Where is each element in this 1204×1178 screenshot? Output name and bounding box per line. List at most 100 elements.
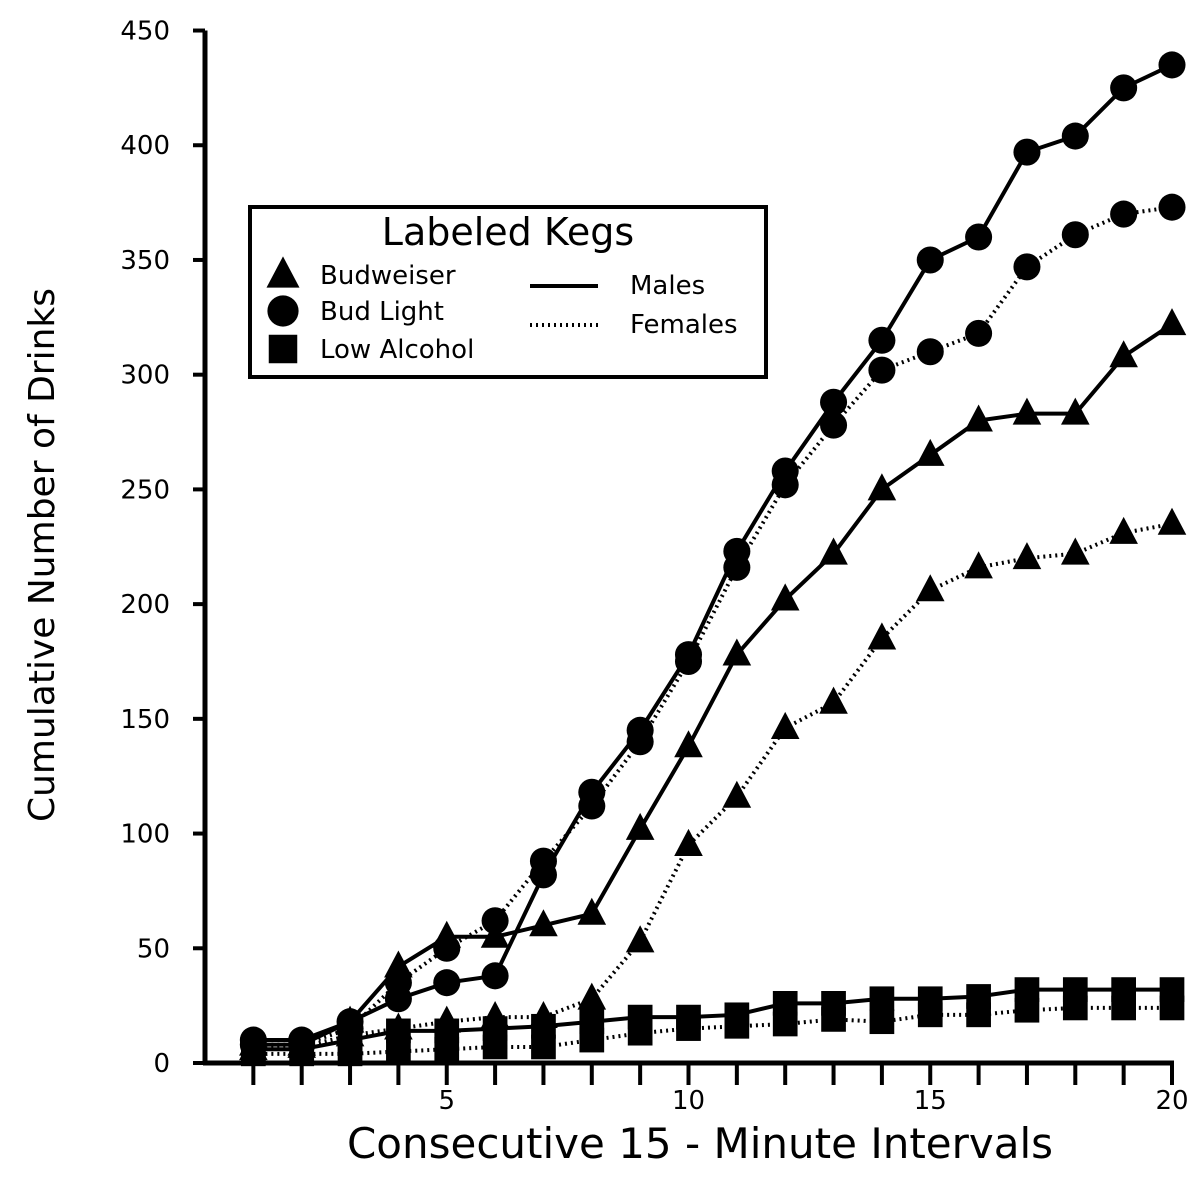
data-point-square <box>1014 997 1040 1023</box>
x-tick-label: 5 <box>438 1086 455 1116</box>
data-point-square <box>482 1016 508 1041</box>
data-point-circle <box>771 457 799 485</box>
data-point-circle <box>1013 253 1041 281</box>
data-point-triangle <box>770 583 800 611</box>
legend-marker-square <box>268 334 298 364</box>
data-point-triangle <box>432 920 462 948</box>
y-tick-label: 0 <box>153 1049 170 1079</box>
data-point-triangle <box>529 909 558 937</box>
data-point-square <box>386 1039 411 1064</box>
data-point-circle <box>820 388 848 416</box>
y-tick-label: 250 <box>120 475 170 505</box>
data-point-triangle <box>674 828 703 856</box>
data-point-triangle <box>722 780 752 808</box>
data-point-square <box>772 990 798 1016</box>
x-axis-label: Consecutive 15 - Minute Intervals <box>347 1119 1053 1168</box>
y-tick-label: 50 <box>137 934 170 964</box>
data-point-circle <box>433 969 461 997</box>
y-tick-label: 200 <box>120 590 170 620</box>
data-point-triangle <box>1061 397 1090 425</box>
data-point-triangle <box>915 574 945 602</box>
y-tick-label: 100 <box>120 820 170 850</box>
data-point-square <box>434 1018 460 1044</box>
y-axis-title: Cumulative Number of Drinks <box>22 288 63 822</box>
y-tick-label: 350 <box>120 246 170 276</box>
data-point-triangle <box>722 638 752 666</box>
data-point-circle <box>965 223 993 251</box>
data-point-circle <box>868 356 896 384</box>
data-point-triangle <box>674 730 703 758</box>
data-point-square <box>531 1034 556 1060</box>
y-axis-label: Cumulative Number of Drinks <box>22 288 63 822</box>
data-point-square <box>821 990 846 1016</box>
data-point-circle <box>1061 122 1089 150</box>
data-point-triangle <box>577 982 607 1010</box>
data-point-square <box>1014 977 1040 1002</box>
y-tick-label: 450 <box>120 17 170 47</box>
data-point-circle <box>529 861 557 889</box>
data-point-square <box>966 984 991 1009</box>
x-tick-label: 20 <box>1155 1086 1188 1116</box>
legend-title: Labeled Kegs <box>382 210 634 254</box>
legend-label: Females <box>630 310 738 340</box>
data-point-circle <box>1061 221 1089 249</box>
data-point-triangle <box>964 404 993 432</box>
data-point-circle <box>965 319 993 347</box>
data-point-triangle <box>1109 340 1138 368</box>
data-point-square <box>724 1002 750 1028</box>
data-point-circle <box>916 246 944 274</box>
data-point-triangle <box>1012 542 1042 570</box>
legend-marker-circle <box>267 295 299 327</box>
data-point-square <box>337 1027 363 1053</box>
data-point-square <box>579 1009 605 1035</box>
y-tick-label: 150 <box>120 705 170 735</box>
data-point-triangle <box>1157 308 1187 336</box>
legend-marker-triangle <box>266 256 300 288</box>
legend: Labeled Kegs Budweiser Bud Light Low Alcoh… <box>248 205 768 379</box>
data-point-circle <box>1158 51 1186 79</box>
data-point-circle <box>578 778 606 806</box>
data-point-circle <box>384 985 412 1013</box>
data-point-circle <box>481 962 509 990</box>
x-tick-label: 15 <box>914 1086 947 1116</box>
data-point-square <box>676 1004 701 1030</box>
data-point-triangle <box>770 711 800 739</box>
data-point-circle <box>626 716 654 744</box>
y-tick-label: 400 <box>120 131 170 161</box>
data-point-circle <box>723 537 751 565</box>
legend-box <box>248 205 768 379</box>
data-point-circle <box>674 641 703 669</box>
data-point-square <box>869 986 895 1012</box>
legend-label: Budweiser <box>320 261 456 291</box>
data-point-square <box>917 986 943 1012</box>
data-point-triangle <box>819 686 848 714</box>
data-point-circle <box>1110 74 1138 102</box>
data-point-square <box>772 1011 798 1037</box>
data-point-triangle <box>1061 537 1090 565</box>
data-point-triangle <box>867 473 897 501</box>
data-point-triangle <box>1157 507 1187 535</box>
data-point-triangle <box>480 920 510 948</box>
data-point-square <box>1062 977 1088 1002</box>
data-point-triangle <box>819 537 848 565</box>
data-point-triangle <box>915 438 945 466</box>
data-point-square <box>241 1036 266 1062</box>
data-point-triangle <box>384 950 413 978</box>
data-point-circle <box>1110 200 1138 228</box>
data-point-triangle <box>577 897 607 925</box>
data-point-circle <box>868 326 896 354</box>
data-point-triangle <box>1012 397 1042 425</box>
data-point-triangle <box>867 622 897 650</box>
x-tick-label: 10 <box>672 1086 705 1116</box>
legend-label: Males <box>630 271 705 301</box>
data-point-square <box>386 1018 411 1044</box>
series-line <box>253 322 1174 1047</box>
legend-label: Low Alcohol <box>320 335 474 365</box>
data-point-square <box>289 1036 315 1062</box>
plot-area: 0 50 100 150 200 250 300 350 400 450 5 10 15 20 <box>120 17 1188 1116</box>
data-point-circle <box>820 411 848 439</box>
legend-label: Bud Light <box>320 297 444 327</box>
data-point-triangle <box>625 925 655 953</box>
data-point-triangle <box>1109 516 1138 544</box>
